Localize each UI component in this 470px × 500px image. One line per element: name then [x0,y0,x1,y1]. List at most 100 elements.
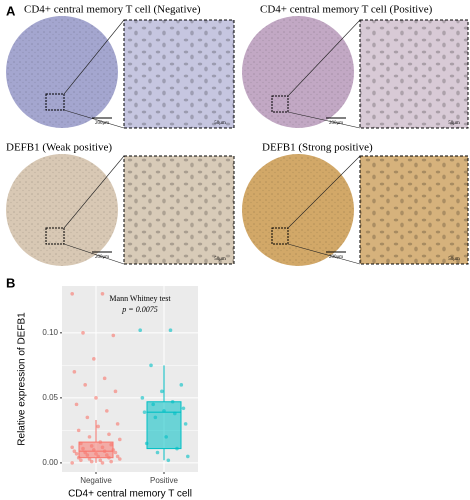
data-point [92,357,96,361]
data-point [70,445,74,450]
data-point [115,422,120,426]
data-point [87,435,92,439]
data-point [81,446,85,451]
connector [63,109,125,129]
box [146,401,182,450]
data-point [138,328,142,333]
data-point [100,461,105,465]
annotation: Mann Whitney test [109,294,171,303]
x-axis-title: CD4+ central memory T cell [68,489,192,500]
connector [287,155,361,229]
data-point [79,458,83,463]
data-point [83,383,87,387]
data-point [183,422,188,426]
tissue-texture [6,154,118,266]
scale-label: 200μm [329,255,343,260]
data-point [118,437,122,442]
data-point [166,458,171,463]
data-point [102,376,107,381]
data-point [74,451,79,456]
data-point [98,440,103,444]
y-axis-title: Relative expression of DEFB1 [17,312,28,446]
scale-label: 200μm [95,121,109,126]
data-point [83,450,87,455]
tissue-texture [6,16,118,128]
data-point [109,442,113,447]
image-panel: CD4+ central memory T cell (Positive) 20… [242,4,469,129]
data-point [155,450,160,455]
data-point [100,445,105,450]
data-point [94,451,98,456]
panel-title: DEFB1 (Strong positive) [262,142,373,154]
connector [287,19,361,97]
data-point [102,449,107,453]
annotation: p = 0.0075 [121,305,157,314]
data-point [109,459,113,464]
data-point [92,448,96,452]
data-point [115,454,120,459]
zoom-box [45,93,65,111]
zoom-frame [359,19,469,129]
data-point [142,410,147,414]
data-point [107,455,111,460]
connector [63,19,125,95]
zoom-box [45,227,65,245]
data-point [89,459,94,464]
data-point [144,441,149,446]
connector [63,155,125,229]
data-point [105,409,109,413]
y-tick-label: 0.10 [42,328,58,337]
panel-title: CD4+ central memory T cell (Negative) [24,4,201,16]
scale-label: 200μm [95,255,109,260]
data-point [113,450,118,455]
scale-label: 50μm [448,257,460,262]
data-point [181,406,186,411]
image-panel: DEFB1 (Strong positive) 200μm 50μm [242,142,469,266]
data-point [107,432,111,437]
data-point [100,292,105,296]
panel-title: CD4+ central memory T cell (Positive) [260,4,433,16]
zoom-box [271,95,289,113]
data-point [85,453,90,457]
data-point [72,370,77,374]
y-tick-label: 0.05 [42,393,58,402]
data-point [162,409,166,413]
data-point [186,454,190,459]
data-point [98,458,103,463]
data-point [111,448,116,452]
data-point [170,399,175,404]
image-panel: DEFB1 (Weak positive) 200μm 50μm [6,142,235,266]
scale-label: 50μm [214,257,226,262]
data-point [111,333,116,338]
data-point [168,328,173,333]
tissue-texture [242,154,354,266]
data-point [118,457,122,461]
data-point [70,292,74,296]
connector [63,243,125,265]
data-point [89,444,94,448]
data-point [76,428,81,433]
zoom-frame [123,19,235,129]
data-point [81,331,85,335]
data-point [164,435,168,439]
x-tick-label: Positive [150,476,179,485]
connector [287,111,361,129]
data-point [140,396,145,400]
data-point [175,446,179,451]
scale-label: 50μm [448,121,460,126]
panel-label: B [6,275,15,290]
y-tick-label: 0.00 [42,458,58,467]
data-point [149,363,153,368]
x-tick-label: Negative [80,476,112,485]
panel-title: DEFB1 (Weak positive) [6,142,112,154]
panel-label: A [6,3,16,18]
data-point [72,449,77,453]
scale-label: 50μm [214,121,226,126]
data-point [70,461,74,465]
connector [287,243,361,265]
data-point [79,441,83,446]
data-point [85,415,90,420]
data-point [96,454,100,459]
